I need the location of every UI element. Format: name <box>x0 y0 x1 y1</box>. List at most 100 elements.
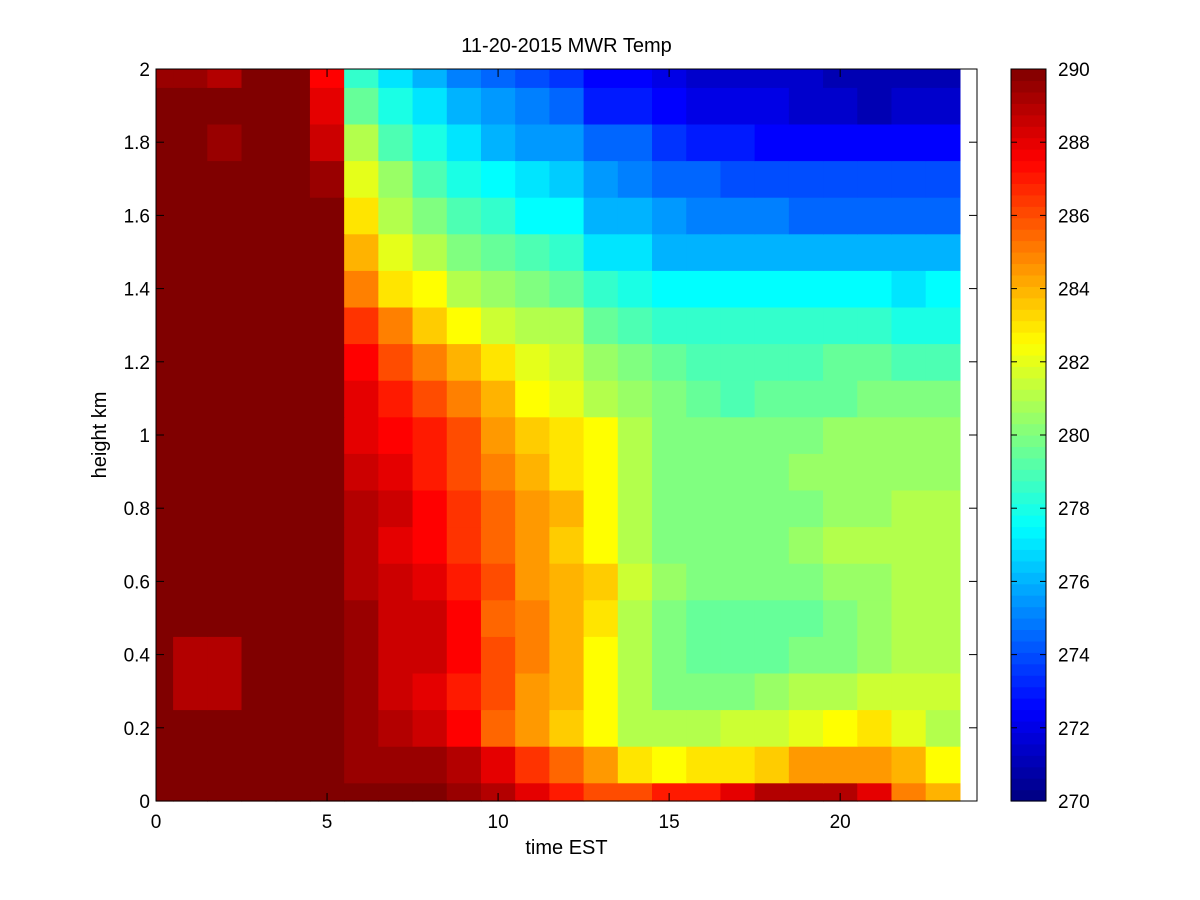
heatmap-cell <box>173 599 208 637</box>
heatmap-cell <box>583 270 619 308</box>
heatmap-cell <box>720 526 756 564</box>
heatmap-cell <box>823 599 858 637</box>
colorbar-band <box>1011 640 1046 653</box>
heatmap-cell <box>549 233 585 271</box>
heatmap-cell <box>583 489 619 528</box>
heatmap-cell <box>686 746 722 784</box>
heatmap-cell <box>925 160 961 198</box>
heatmap-cell <box>720 270 756 308</box>
heatmap-cell <box>788 672 824 711</box>
heatmap-cell <box>446 306 482 345</box>
x-axis-label: time EST <box>525 837 607 859</box>
heatmap-cell <box>583 672 619 711</box>
heatmap-cell <box>207 453 243 491</box>
heatmap-cell <box>720 123 756 162</box>
heatmap-cell <box>446 489 482 528</box>
y-tick-label: 0.6 <box>124 572 150 593</box>
colorbar-band <box>1011 618 1046 631</box>
heatmap-cell <box>754 563 790 601</box>
y-tick-label: 0.8 <box>124 499 150 520</box>
heatmap-cell <box>378 672 414 711</box>
heatmap-cell <box>207 343 243 381</box>
heatmap-cell <box>173 197 208 235</box>
y-axis-label: height km <box>89 392 111 479</box>
heatmap-cell <box>344 416 379 454</box>
heatmap-cell <box>857 270 893 308</box>
heatmap-cell <box>925 416 961 454</box>
heatmap-cell <box>344 782 379 802</box>
heatmap-cell <box>344 453 379 491</box>
x-tick-label: 10 <box>488 812 509 833</box>
x-tick-label: 0 <box>151 812 162 833</box>
colorbar-tick-label: 280 <box>1058 426 1090 447</box>
heatmap-cell <box>549 69 585 88</box>
heatmap-cell <box>720 87 756 125</box>
heatmap-cell <box>156 87 174 125</box>
heatmap-cell <box>480 672 516 711</box>
heatmap-cell <box>823 270 858 308</box>
heatmap-cell <box>275 123 311 162</box>
heatmap-cell <box>378 489 414 528</box>
colorbar-band <box>1011 137 1046 150</box>
heatmap-cell <box>241 306 277 345</box>
heatmap-cell <box>891 380 927 418</box>
colorbar-band <box>1011 435 1046 448</box>
heatmap-cell <box>857 563 893 601</box>
heatmap-cell <box>583 197 619 235</box>
heatmap-cell <box>446 746 482 784</box>
heatmap-cell <box>275 197 311 235</box>
heatmap-cell <box>241 526 277 564</box>
heatmap-cell <box>823 672 858 711</box>
heatmap-cell <box>549 636 585 674</box>
heatmap-cell <box>480 599 516 637</box>
colorbar-band <box>1011 515 1046 528</box>
heatmap-cell <box>549 160 585 198</box>
colorbar-band <box>1011 252 1046 265</box>
heatmap-cell <box>891 746 927 784</box>
colorbar-band <box>1011 229 1046 242</box>
colorbar-band <box>1011 103 1046 116</box>
heatmap-cell <box>275 270 311 308</box>
heatmap-cell <box>344 709 379 747</box>
heatmap-cell <box>309 672 345 711</box>
heatmap-cell <box>344 160 379 198</box>
heatmap-cell <box>241 672 277 711</box>
heatmap-cell <box>173 306 208 345</box>
heatmap-cell <box>857 416 893 454</box>
heatmap-cell <box>549 306 585 345</box>
colorbar-band <box>1011 389 1046 402</box>
heatmap-cell <box>515 672 550 711</box>
heatmap-cell <box>412 380 448 418</box>
colorbar-band <box>1011 286 1046 299</box>
heatmap-cell <box>275 782 311 802</box>
heatmap-cell <box>515 270 550 308</box>
heatmap-cell <box>378 87 414 125</box>
colorbar-band <box>1011 492 1046 505</box>
heatmap-cell <box>686 69 722 88</box>
heatmap-cell <box>412 709 448 747</box>
heatmap-cell <box>720 197 756 235</box>
heatmap-cell <box>275 636 311 674</box>
heatmap-cell <box>309 709 345 747</box>
heatmap-cell <box>173 270 208 308</box>
heatmap-cell <box>515 489 550 528</box>
heatmap-cell <box>754 380 790 418</box>
x-tick-label: 5 <box>322 812 333 833</box>
heatmap-cell <box>652 636 687 674</box>
colorbar-tick-label: 270 <box>1058 792 1090 813</box>
colorbar-band <box>1011 366 1046 379</box>
heatmap-cell <box>754 782 790 802</box>
colorbar-band <box>1011 583 1046 596</box>
heatmap-cell <box>412 416 448 454</box>
heatmap-cell <box>515 709 550 747</box>
heatmap-cell <box>823 343 858 381</box>
heatmap-cell <box>583 160 619 198</box>
heatmap-cell <box>480 636 516 674</box>
heatmap-cell <box>241 489 277 528</box>
colorbar-band <box>1011 686 1046 699</box>
heatmap-cell <box>617 306 653 345</box>
heatmap-cell <box>173 489 208 528</box>
colorbar-band <box>1011 766 1046 779</box>
heatmap-cell <box>309 636 345 674</box>
heatmap-cell <box>925 123 961 162</box>
